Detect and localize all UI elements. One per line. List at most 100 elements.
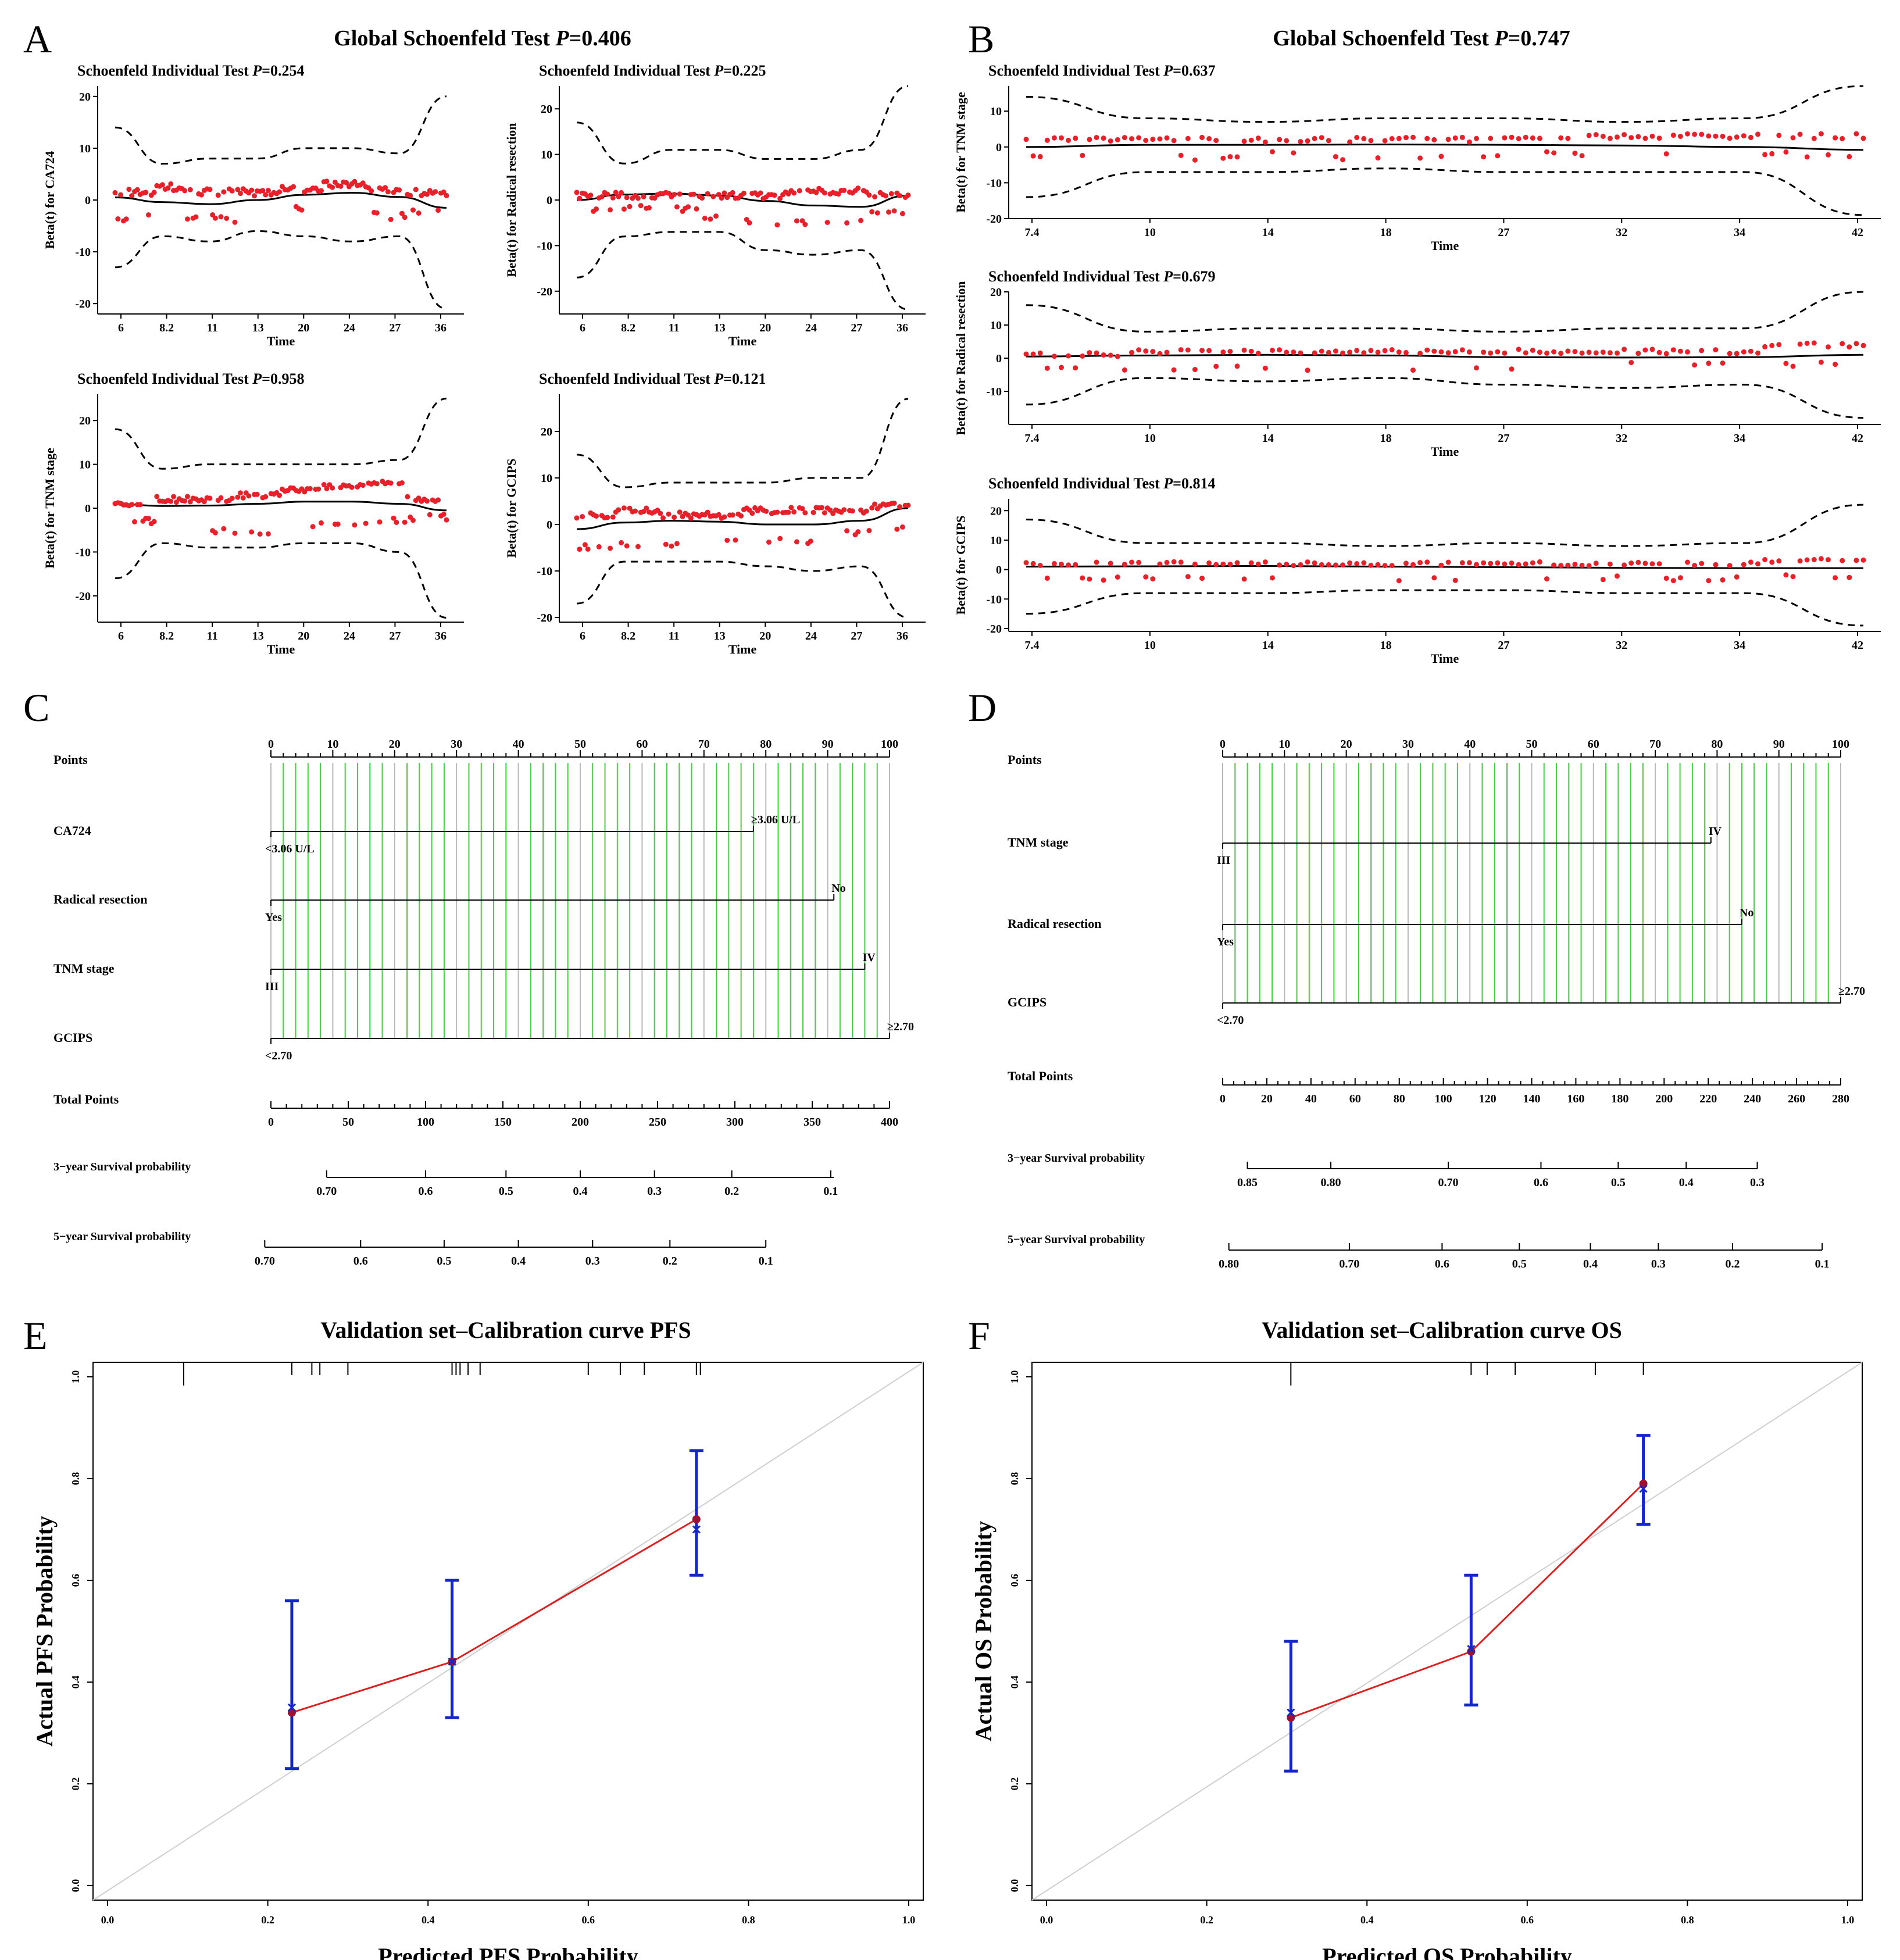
residual-point xyxy=(1488,350,1494,356)
residual-point xyxy=(794,539,799,545)
x-axis-label: Predicted OS Probability xyxy=(1322,1943,1572,1960)
residual-point xyxy=(1319,562,1324,567)
residual-point xyxy=(235,494,241,500)
residual-point xyxy=(1080,152,1085,158)
confidence-band-upper xyxy=(1026,504,1864,547)
x-tick-label: 18 xyxy=(1380,432,1392,445)
residual-point xyxy=(1516,562,1522,567)
x-tick-label: 0.2 xyxy=(1200,1914,1213,1926)
residual-point xyxy=(137,502,143,508)
residual-point xyxy=(1762,344,1768,349)
total-points-tick-label: 150 xyxy=(494,1116,512,1129)
variable-level-low: III xyxy=(1217,854,1231,867)
residual-point xyxy=(1713,133,1719,139)
residual-point xyxy=(1635,559,1641,565)
residual-point xyxy=(265,188,271,194)
variable-level-high: No xyxy=(1740,906,1753,919)
residual-point xyxy=(1410,562,1416,567)
y-tick-label: 20 xyxy=(79,91,91,103)
plot-title: Schoenfeld Individual Test P=0.121 xyxy=(539,370,766,387)
residual-point xyxy=(1424,559,1430,565)
residual-point xyxy=(299,207,305,213)
residual-point xyxy=(1537,135,1542,141)
x-tick-label: 36 xyxy=(897,630,908,642)
residual-point xyxy=(388,216,394,222)
x-tick-label: 36 xyxy=(435,630,447,642)
residual-point xyxy=(1790,363,1796,369)
residual-point xyxy=(1073,562,1078,567)
residual-point xyxy=(1284,349,1290,355)
x-tick-label: 34 xyxy=(1734,226,1745,239)
residual-point xyxy=(1326,138,1331,144)
y-tick-label: 0.8 xyxy=(70,1472,81,1486)
residual-point xyxy=(777,535,783,541)
residual-point xyxy=(1206,136,1212,141)
residual-point xyxy=(399,210,405,216)
bootstrap-cross xyxy=(287,1703,297,1712)
residual-point xyxy=(719,195,724,201)
x-tick-label: 13 xyxy=(252,630,264,642)
row-label: TNM stage xyxy=(1008,835,1069,849)
residual-point xyxy=(855,185,861,191)
survival-tick-label: 0.3 xyxy=(585,1255,600,1268)
residual-point xyxy=(1677,134,1683,139)
residual-point xyxy=(352,178,358,184)
y-tick-label: -20 xyxy=(537,612,552,624)
residual-point xyxy=(1699,348,1705,354)
residual-point xyxy=(187,187,193,192)
residual-point xyxy=(1615,134,1620,140)
survival-tick-label: 0.3 xyxy=(1651,1258,1666,1270)
y-tick-label: 20 xyxy=(990,286,1002,299)
survival-tick-label: 0.85 xyxy=(1237,1176,1258,1189)
residual-point xyxy=(330,485,335,491)
residual-point xyxy=(1452,349,1458,355)
residual-point xyxy=(844,220,850,226)
x-tick-label: 6 xyxy=(580,322,585,334)
residual-point xyxy=(1101,352,1106,358)
x-tick-label: 14 xyxy=(1262,226,1274,239)
residual-point xyxy=(1192,367,1198,372)
residual-point xyxy=(1410,367,1416,373)
survival-tick-label: 0.6 xyxy=(353,1255,368,1268)
residual-point xyxy=(1389,136,1395,141)
residual-point xyxy=(638,203,644,209)
residual-point xyxy=(335,522,341,527)
residual-point xyxy=(1579,562,1585,568)
residual-point xyxy=(799,506,805,512)
y-tick-label: 10 xyxy=(79,459,91,472)
residual-point xyxy=(229,188,235,194)
confidence-band-lower xyxy=(115,230,447,310)
residual-point xyxy=(855,529,861,535)
residual-point xyxy=(1234,363,1240,369)
x-tick-label: 27 xyxy=(1498,226,1509,239)
residual-point xyxy=(1797,341,1803,347)
y-tick-label: 0 xyxy=(547,519,552,531)
row-label: Points xyxy=(1008,752,1042,767)
residual-point xyxy=(1495,349,1501,355)
residual-point xyxy=(394,519,399,525)
residual-point xyxy=(1615,573,1620,579)
residual-point xyxy=(1171,138,1177,144)
x-tick-label: 0.8 xyxy=(742,1914,755,1926)
residual-point xyxy=(1783,360,1789,366)
residual-point xyxy=(123,216,129,222)
residual-point xyxy=(616,194,622,199)
y-tick-label: 10 xyxy=(990,319,1002,332)
residual-point xyxy=(1762,152,1768,158)
residual-point xyxy=(1811,557,1817,562)
residual-point xyxy=(1199,576,1205,581)
residual-point xyxy=(802,222,808,227)
bootstrap-cross xyxy=(692,1525,701,1534)
row-label: 3−year Survival probability xyxy=(1008,1152,1145,1165)
residual-point xyxy=(1452,135,1458,141)
residual-point xyxy=(849,508,855,514)
residual-point xyxy=(1656,561,1662,567)
residual-point xyxy=(1628,360,1634,365)
residual-point xyxy=(699,195,705,201)
residual-point xyxy=(1466,560,1472,566)
residual-point xyxy=(1509,134,1515,140)
residual-point xyxy=(1213,138,1219,144)
residual-point xyxy=(1649,347,1655,352)
x-tick-label: 6 xyxy=(118,630,124,642)
residual-point xyxy=(1523,350,1528,356)
